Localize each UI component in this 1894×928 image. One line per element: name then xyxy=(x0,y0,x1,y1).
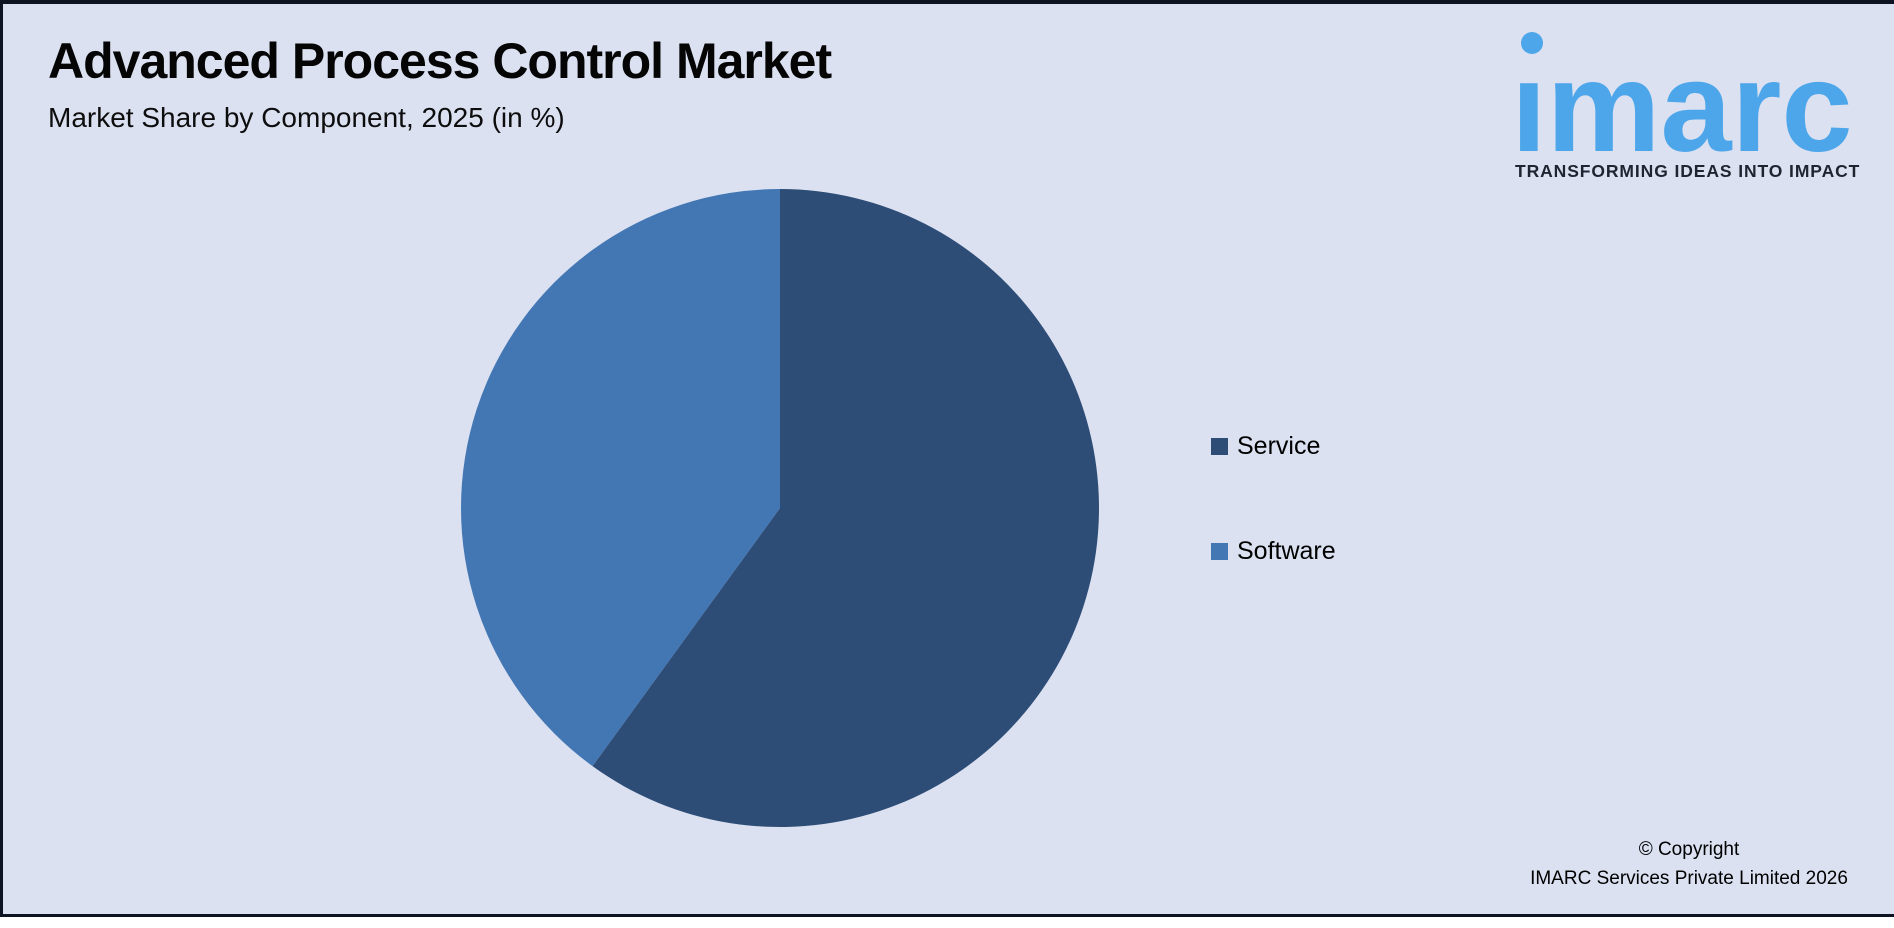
legend-item-service: Service xyxy=(1211,432,1336,461)
copyright-notice: © Copyright IMARC Services Private Limit… xyxy=(1503,835,1875,894)
legend-label: Software xyxy=(1237,537,1336,565)
imarc-tagline: TRANSFORMING IDEAS INTO IMPACT xyxy=(1515,161,1861,181)
legend-label: Service xyxy=(1237,432,1321,460)
pie-slice-software xyxy=(460,189,780,767)
copyright-line2: IMARC Services Private Limited 2026 xyxy=(1530,868,1848,890)
imarc-logo-dot-icon xyxy=(1521,32,1543,54)
chart-legend: Service Software xyxy=(1211,432,1336,566)
copyright-line1: © Copyright xyxy=(1638,839,1740,860)
page-title: Advanced Process Control Market xyxy=(48,33,832,89)
imarc-wordmark: ımarc xyxy=(1511,36,1853,179)
pie-chart-svg xyxy=(460,189,1099,827)
imarc-logo: ımarc TRANSFORMING IDEAS INTO IMPACT xyxy=(1511,4,1881,189)
legend-swatch xyxy=(1211,438,1228,455)
pie-slice-service xyxy=(592,189,1099,827)
legend-swatch xyxy=(1211,543,1228,560)
page-subtitle: Market Share by Component, 2025 (in %) xyxy=(48,102,565,133)
legend-item-software: Software xyxy=(1211,537,1336,566)
pie-chart xyxy=(460,188,1100,828)
